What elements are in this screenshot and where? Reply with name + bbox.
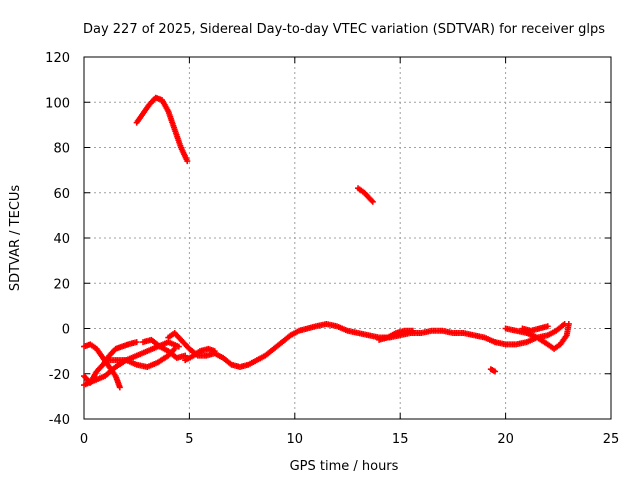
series-arc-low-e (140, 336, 189, 361)
data-point (409, 327, 416, 334)
x-tick-label: 15 (392, 432, 409, 447)
data-point (211, 348, 218, 355)
x-tick-label: 0 (80, 432, 88, 447)
y-tick-label: 80 (53, 142, 70, 157)
y-tick-label: 20 (53, 277, 70, 292)
data-marks (81, 94, 572, 391)
data-point (492, 368, 499, 375)
axis-ticks: 0 5 10 15 20 25 -40 -20 0 20 40 60 80 100 120 (45, 51, 619, 447)
plot-frame (83, 56, 612, 420)
series-arc-low-f (165, 320, 499, 370)
data-point (184, 158, 191, 165)
series-arc-high (133, 94, 191, 165)
y-axis-label: SDTVAR / TECUs (8, 185, 23, 292)
data-point (133, 339, 140, 346)
x-tick-label: 10 (287, 432, 304, 447)
data-point (116, 384, 123, 391)
series-arc-mid (355, 185, 376, 205)
series-arc-low-h (376, 327, 416, 343)
y-tick-label: 60 (53, 187, 70, 202)
series-arc-low-g (182, 345, 218, 364)
y-tick-label: -20 (49, 368, 70, 383)
data-point (368, 197, 375, 204)
y-tick-label: 100 (45, 96, 70, 111)
series-arc-point (487, 366, 499, 375)
x-axis-label: GPS time / hours (290, 459, 399, 474)
data-point (544, 323, 551, 330)
x-tick-label: 25 (603, 432, 620, 447)
data-point (171, 345, 178, 352)
y-tick-label: 40 (53, 232, 70, 247)
series-arc-low-k (519, 323, 551, 334)
x-tick-label: 20 (497, 432, 514, 447)
data-point (565, 320, 572, 327)
chart-title: Day 227 of 2025, Sidereal Day-to-day VTE… (83, 22, 605, 37)
y-tick-label: -40 (49, 413, 70, 428)
data-point (369, 198, 376, 205)
data-point (175, 343, 182, 350)
x-tick-label: 5 (185, 432, 193, 447)
y-tick-label: 0 (62, 323, 70, 338)
grid (84, 57, 611, 419)
y-tick-label: 120 (45, 51, 70, 66)
series-arc-low-a (81, 339, 140, 386)
